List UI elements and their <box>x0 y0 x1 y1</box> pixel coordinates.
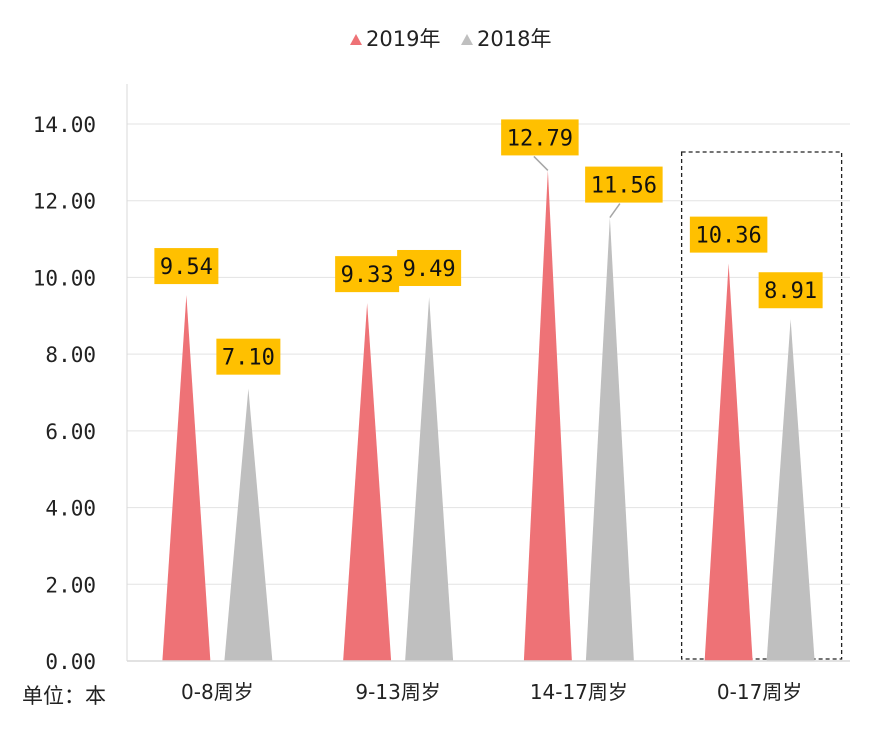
y-tick-label: 8.00 <box>45 343 96 367</box>
bar-2018 <box>585 217 634 661</box>
data-label: 9.33 <box>341 263 394 288</box>
unit-label: 单位：本 <box>22 684 106 708</box>
bar-2018 <box>224 388 273 661</box>
y-tick-label: 14.00 <box>33 113 96 137</box>
data-label-bg <box>397 249 462 286</box>
x-axis: 0-8周岁 9-13周岁 14-17周岁 0-17周岁 <box>127 660 850 704</box>
data-label-bg <box>501 119 579 156</box>
data-label-bg <box>216 338 281 375</box>
legend-label-2019: 2019年 <box>366 27 440 51</box>
y-tick-label: 12.00 <box>33 190 96 214</box>
data-label: 11.56 <box>591 174 657 199</box>
bar-2019 <box>162 295 211 661</box>
y-axis: 0.00 2.00 4.00 6.00 8.00 10.00 12.00 14.00 <box>33 84 128 674</box>
leader-line <box>609 203 621 219</box>
x-tick-label: 14-17周岁 <box>530 680 628 704</box>
data-label-bg <box>585 166 663 203</box>
legend: 2019年 2018年 <box>350 27 551 51</box>
y-tick-label: 2.00 <box>45 573 96 597</box>
leader-line <box>533 155 549 171</box>
data-label-bg <box>689 216 768 253</box>
x-tick-label: 0-8周岁 <box>181 680 254 704</box>
y-tick-label: 4.00 <box>45 497 96 521</box>
x-tick-label: 9-13周岁 <box>355 680 440 704</box>
y-tick-label: 0.00 <box>45 650 96 674</box>
bar-2019 <box>523 170 572 661</box>
data-label: 12.79 <box>507 126 573 151</box>
data-label: 10.36 <box>696 224 762 249</box>
data-label: 9.49 <box>403 257 456 282</box>
legend-label-2018: 2018年 <box>477 27 551 51</box>
y-tick-label: 6.00 <box>45 420 96 444</box>
data-label: 7.10 <box>222 346 275 371</box>
plot-area: 9.54 7.10 9.33 9.49 12.79 11.56 10.36 8.91 <box>154 119 843 661</box>
bar-2019 <box>704 263 753 661</box>
data-label-bg <box>154 248 219 285</box>
data-label: 8.91 <box>764 279 817 304</box>
highlight-box <box>680 151 843 660</box>
data-label-bg <box>335 256 400 293</box>
bar-2018 <box>766 319 815 661</box>
legend-marker-2018 <box>461 34 473 45</box>
legend-marker-2019 <box>350 34 362 45</box>
y-tick-label: 10.00 <box>33 266 96 290</box>
x-tick-label: 0-17周岁 <box>717 680 802 704</box>
bar-2018 <box>405 296 454 661</box>
data-label: 9.54 <box>160 255 213 280</box>
data-label-bg <box>758 272 823 309</box>
bar-2019 <box>343 303 392 661</box>
